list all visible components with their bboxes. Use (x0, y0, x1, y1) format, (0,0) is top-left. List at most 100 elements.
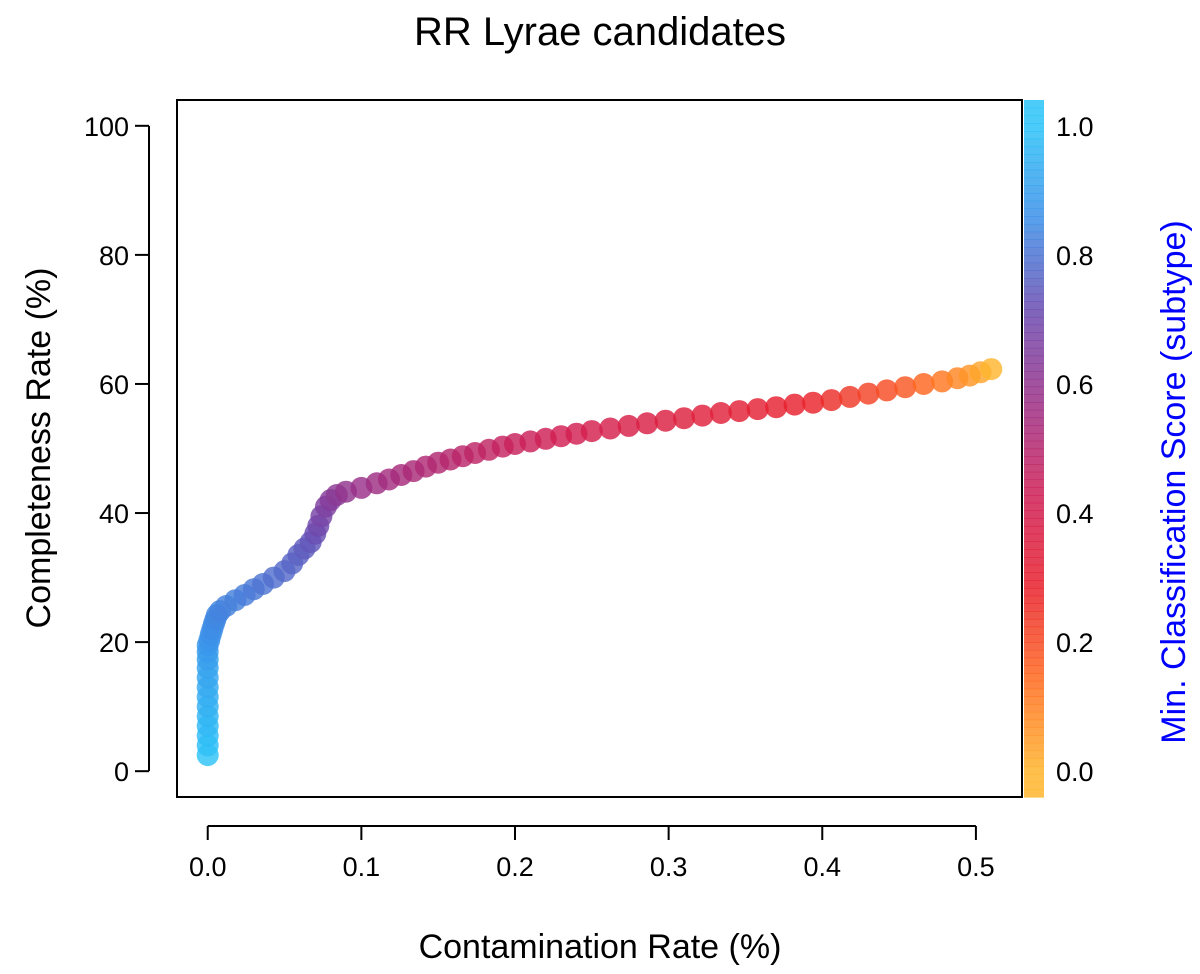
data-points (196, 358, 1003, 767)
colorbar-segment (1024, 192, 1044, 202)
data-point (709, 402, 732, 424)
plot-frame (176, 99, 1023, 798)
colorbar-segment (1024, 378, 1044, 388)
x-tick-label: 0.2 (496, 852, 534, 882)
colorbar-segment (1024, 533, 1044, 543)
colorbar-segment (1024, 433, 1044, 442)
y-axis: 0 20 40 60 80 100 (84, 112, 150, 787)
colorbar (1024, 100, 1044, 798)
colorbar-segment (1024, 704, 1044, 713)
data-point (654, 409, 677, 432)
colorbar-segment (1024, 525, 1044, 535)
colorbar-segment (1024, 239, 1044, 248)
colorbar-segment (1024, 487, 1044, 496)
colorbar-segment (1024, 316, 1044, 326)
colorbar-segment (1024, 549, 1044, 558)
data-point (783, 393, 806, 416)
colorbar-segment (1024, 440, 1044, 450)
colorbar-segment (1024, 394, 1044, 403)
colorbar-segment (1024, 657, 1044, 666)
data-point (599, 417, 622, 440)
colorbar-segment (1024, 231, 1044, 240)
y-tick-label: 20 (99, 628, 129, 658)
colorbar-segment (1024, 254, 1044, 264)
colorbar-segment (1024, 293, 1044, 302)
colorbar-segment (1024, 773, 1044, 783)
x-tick-label: 0.0 (189, 852, 227, 882)
colorbar-segment (1024, 688, 1044, 697)
colorbar-tick-label: 0.0 (1056, 757, 1094, 787)
colorbar-segment (1024, 603, 1044, 612)
colorbar-segment (1024, 680, 1044, 690)
colorbar-segment (1024, 185, 1044, 194)
y-tick-label: 0 (114, 757, 129, 787)
colorbar-segment (1024, 270, 1044, 279)
data-point (912, 373, 935, 395)
y-tick-label: 60 (99, 370, 129, 400)
colorbar-segment (1024, 262, 1044, 271)
data-point (894, 376, 917, 399)
colorbar-segment (1024, 781, 1044, 790)
colorbar-segment (1024, 200, 1044, 210)
colorbar-label: Min. Classification Score (subtype) (1155, 220, 1193, 743)
colorbar-segment (1024, 626, 1044, 635)
colorbar-segment (1024, 278, 1044, 287)
y-tick-label: 40 (99, 499, 129, 529)
colorbar-segment (1024, 309, 1044, 318)
colorbar-axis: 0.0 0.2 0.4 0.6 0.8 1.0 (1056, 112, 1094, 787)
colorbar-segment (1024, 766, 1044, 775)
data-point (820, 389, 843, 412)
colorbar-segment (1024, 649, 1044, 659)
colorbar-segment (1024, 402, 1044, 411)
colorbar-segment (1024, 634, 1044, 643)
chart-title: RR Lyrae candidates (414, 10, 786, 54)
colorbar-segment (1024, 115, 1044, 124)
colorbar-segment (1024, 138, 1044, 148)
x-tick-label: 0.5 (957, 852, 995, 882)
colorbar-tick-label: 0.8 (1056, 241, 1094, 271)
data-point (980, 358, 1003, 381)
colorbar-segment (1024, 169, 1044, 179)
colorbar-segment (1024, 247, 1044, 256)
data-point (636, 412, 659, 435)
colorbar-segment (1024, 154, 1044, 163)
colorbar-segment (1024, 471, 1044, 481)
colorbar-segment (1024, 448, 1044, 457)
colorbar-tick-label: 0.4 (1056, 499, 1094, 529)
colorbar-segment (1024, 123, 1044, 132)
x-tick-label: 0.1 (343, 852, 381, 882)
colorbar-segment (1024, 332, 1044, 341)
data-point (857, 382, 880, 405)
colorbar-segment (1024, 285, 1044, 295)
colorbar-segment (1024, 347, 1044, 357)
colorbar-segment (1024, 363, 1044, 372)
colorbar-segment (1024, 541, 1044, 550)
colorbar-segment (1024, 223, 1044, 233)
colorbar-segment (1024, 510, 1044, 519)
x-tick-label: 0.4 (803, 852, 841, 882)
colorbar-segment (1024, 735, 1044, 744)
colorbar-segment (1024, 789, 1044, 798)
data-point (691, 404, 714, 427)
colorbar-segment (1024, 386, 1044, 395)
colorbar-segment (1024, 324, 1044, 333)
colorbar-segment (1024, 618, 1044, 628)
x-axis: 0.0 0.1 0.2 0.3 0.4 0.5 (189, 825, 995, 882)
colorbar-segment (1024, 696, 1044, 705)
colorbar-segment (1024, 107, 1044, 117)
colorbar-segment (1024, 340, 1044, 349)
data-point (617, 414, 640, 437)
colorbar-segment (1024, 479, 1044, 488)
data-point (746, 398, 769, 421)
data-point (580, 420, 603, 443)
colorbar-segment (1024, 719, 1044, 728)
colorbar-segment (1024, 711, 1044, 721)
colorbar-segment (1024, 727, 1044, 736)
colorbar-segment (1024, 130, 1044, 140)
colorbar-segment (1024, 673, 1044, 682)
data-point (728, 400, 751, 423)
colorbar-segment (1024, 556, 1044, 566)
x-axis-label: Contamination Rate (%) (419, 928, 782, 966)
colorbar-tick-label: 1.0 (1056, 112, 1094, 142)
